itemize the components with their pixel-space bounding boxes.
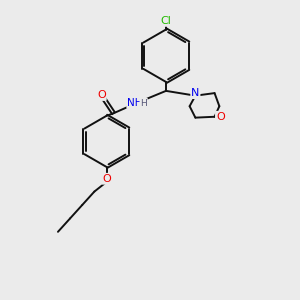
Text: O: O [102,174,111,184]
Text: NH: NH [127,98,143,108]
Text: O: O [216,112,225,122]
Text: H: H [140,98,147,107]
Text: Cl: Cl [160,16,171,26]
Text: O: O [97,90,106,100]
Text: N: N [191,88,200,98]
